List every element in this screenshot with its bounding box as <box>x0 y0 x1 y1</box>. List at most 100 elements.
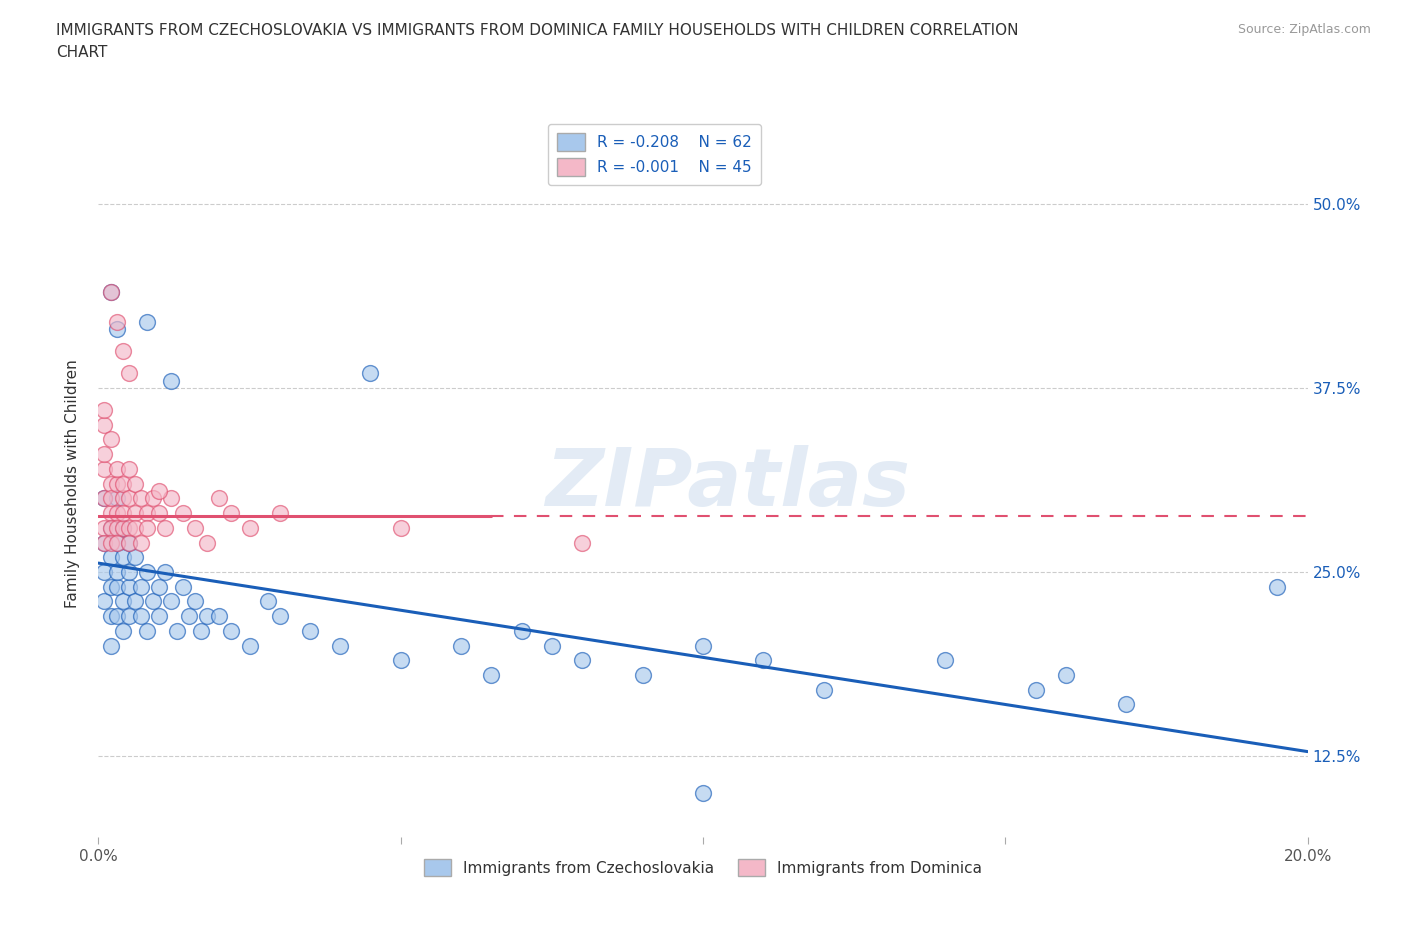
Point <box>692 638 714 653</box>
Point <box>129 579 152 594</box>
Point <box>221 623 243 638</box>
Point <box>195 535 218 550</box>
Point <box>111 506 134 521</box>
Point <box>142 594 165 609</box>
Point <box>105 535 128 550</box>
Point <box>195 609 218 624</box>
Point <box>153 565 176 579</box>
Point <box>93 418 115 432</box>
Point <box>100 638 122 653</box>
Point <box>135 314 157 329</box>
Point <box>105 609 128 624</box>
Point <box>148 506 170 521</box>
Point <box>118 491 141 506</box>
Point <box>184 594 207 609</box>
Point <box>100 535 122 550</box>
Point <box>100 609 122 624</box>
Point <box>160 373 183 388</box>
Point <box>239 638 262 653</box>
Point <box>111 521 134 536</box>
Point <box>148 579 170 594</box>
Point <box>105 579 128 594</box>
Point <box>256 594 278 609</box>
Point <box>100 521 122 536</box>
Point <box>510 623 533 638</box>
Point <box>118 461 141 476</box>
Point <box>124 521 146 536</box>
Point <box>172 579 194 594</box>
Point <box>118 365 141 380</box>
Point <box>692 785 714 800</box>
Point <box>813 683 835 698</box>
Legend: Immigrants from Czechoslovakia, Immigrants from Dominica: Immigrants from Czechoslovakia, Immigran… <box>418 853 988 883</box>
Point <box>100 285 122 299</box>
Point <box>1267 579 1289 594</box>
Point <box>269 506 291 521</box>
Point <box>100 491 122 506</box>
Point <box>571 535 593 550</box>
Point <box>105 506 128 521</box>
Point <box>118 565 141 579</box>
Point <box>100 579 122 594</box>
Point <box>124 594 146 609</box>
Point <box>105 535 128 550</box>
Text: ZIPatlas: ZIPatlas <box>544 445 910 523</box>
Point <box>111 623 134 638</box>
Point <box>389 653 412 668</box>
Point <box>631 668 654 683</box>
Point <box>450 638 472 653</box>
Point <box>172 506 194 521</box>
Point <box>93 565 115 579</box>
Point <box>129 535 152 550</box>
Point <box>105 565 128 579</box>
Point <box>148 484 170 498</box>
Point <box>299 623 322 638</box>
Point <box>239 521 262 536</box>
Point <box>934 653 956 668</box>
Point <box>1024 683 1046 698</box>
Point <box>105 521 128 536</box>
Point <box>118 535 141 550</box>
Text: Source: ZipAtlas.com: Source: ZipAtlas.com <box>1237 23 1371 36</box>
Point <box>160 491 183 506</box>
Point <box>100 285 122 299</box>
Point <box>111 550 134 565</box>
Point <box>93 594 115 609</box>
Point <box>93 403 115 418</box>
Point <box>135 506 157 521</box>
Point <box>208 609 231 624</box>
Point <box>111 344 134 359</box>
Point <box>124 506 146 521</box>
Point <box>190 623 212 638</box>
Point <box>389 521 412 536</box>
Point <box>153 521 176 536</box>
Point <box>93 461 115 476</box>
Point <box>124 476 146 491</box>
Point <box>93 446 115 461</box>
Y-axis label: Family Households with Children: Family Households with Children <box>65 359 80 608</box>
Point <box>100 506 122 521</box>
Point <box>329 638 352 653</box>
Point <box>129 609 152 624</box>
Point <box>142 491 165 506</box>
Point <box>118 609 141 624</box>
Point <box>752 653 775 668</box>
Point <box>540 638 562 653</box>
Point <box>93 491 115 506</box>
Point <box>124 550 146 565</box>
Point <box>166 623 188 638</box>
Point <box>184 521 207 536</box>
Point <box>111 521 134 536</box>
Point <box>100 476 122 491</box>
Point <box>269 609 291 624</box>
Point <box>129 491 152 506</box>
Point <box>105 491 128 506</box>
Point <box>481 668 503 683</box>
Point <box>1054 668 1077 683</box>
Point <box>100 550 122 565</box>
Point <box>93 535 115 550</box>
Point <box>111 594 134 609</box>
Point <box>93 521 115 536</box>
Point <box>1115 698 1137 712</box>
Point <box>208 491 231 506</box>
